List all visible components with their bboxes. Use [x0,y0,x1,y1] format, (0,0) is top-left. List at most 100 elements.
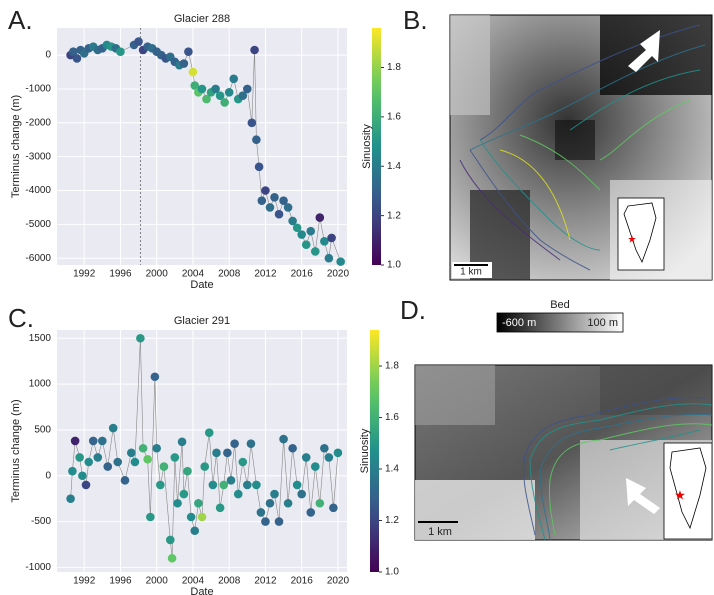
point [229,74,238,83]
figure: ★ 1 km B. Bed -600 m 100 m ★ [0,0,714,595]
point [316,499,325,508]
y-tick-label: 1500 [29,333,52,344]
point [73,54,82,63]
point [302,453,311,462]
point [258,196,267,205]
point [209,481,218,490]
point [68,467,77,476]
x-tick-label: 2008 [218,269,241,280]
chart-title: Glacier 288 [174,13,230,25]
point [194,499,203,508]
point [212,449,221,458]
point [266,499,275,508]
point [325,254,334,263]
point [205,428,214,437]
x-tick-label: 2012 [254,576,277,587]
point [127,449,136,458]
point [284,203,293,212]
point [250,46,259,55]
point [184,47,193,56]
location-star: ★ [628,235,637,246]
colorbar-tick-label: 1.0 [385,567,399,578]
y-tick-label: -3000 [25,151,51,162]
point [243,85,252,94]
chart-title: Glacier 291 [174,315,230,327]
point [243,481,252,490]
colorbar-tick-label: 1.8 [385,361,399,372]
point [306,508,315,517]
point [279,435,288,444]
point [234,490,243,499]
point [227,476,236,485]
y-axis-label: Terminus change (m) [10,399,22,502]
point [82,481,91,490]
colorbar-tick-label: 1.6 [385,412,399,423]
x-tick-label: 2000 [146,576,169,587]
colorbar-label: Sinuosity [359,428,371,473]
point [146,513,155,522]
point [247,439,256,448]
plot-area [57,28,347,265]
point [225,88,234,97]
y-tick-label: 0 [45,50,51,61]
y-tick-label: -1000 [25,84,51,95]
colorbar-tick-label: 1.8 [387,62,401,73]
x-axis-label: Date [190,279,213,291]
point [109,424,118,433]
x-tick-label: 1992 [73,576,96,587]
point [288,444,297,453]
colorbar [372,28,381,265]
y-tick-label: -2000 [25,117,51,128]
y-tick-label: -500 [31,516,51,527]
y-tick-label: -5000 [25,219,51,230]
point [156,481,165,490]
point [230,439,239,448]
point [136,334,145,343]
point [160,462,169,471]
panel-label: C. [8,303,34,333]
x-tick-label: 2012 [254,269,277,280]
point [75,453,84,462]
y-tick-label: 500 [34,425,51,436]
x-tick-label: 1996 [109,576,132,587]
point [180,490,189,499]
colorbar [370,330,379,572]
point [275,517,284,526]
colorbar-tick-label: 1.2 [387,210,401,221]
point [334,449,343,458]
bed-title: Bed [550,299,570,311]
point [275,210,284,219]
point [168,554,177,563]
point [336,257,345,266]
point [183,467,192,476]
point [297,490,306,499]
point [103,462,112,471]
point [293,481,302,490]
map-b: ★ 1 km B. [403,5,712,280]
point [255,163,264,172]
x-tick-label: 2016 [291,269,314,280]
bed-max-label: 100 m [587,317,618,329]
panel-label: D. [400,295,426,325]
point [329,504,338,513]
point [270,193,279,202]
colorbar-tick-label: 1.4 [387,161,401,172]
point [93,453,102,462]
x-tick-label: 2016 [291,576,314,587]
colorbar-tick-label: 1.4 [385,464,399,475]
point [219,481,228,490]
point [78,471,87,480]
point [311,462,320,471]
x-tick-label: 2008 [218,576,241,587]
y-tick-label: -1000 [25,562,51,573]
point [198,513,207,522]
point [152,444,161,453]
point [143,455,152,464]
point [266,203,275,212]
point [257,508,266,517]
point [151,372,160,381]
point [116,47,125,56]
x-axis-label: Date [190,586,213,595]
point [166,536,175,545]
x-tick-label: 2000 [146,269,169,280]
